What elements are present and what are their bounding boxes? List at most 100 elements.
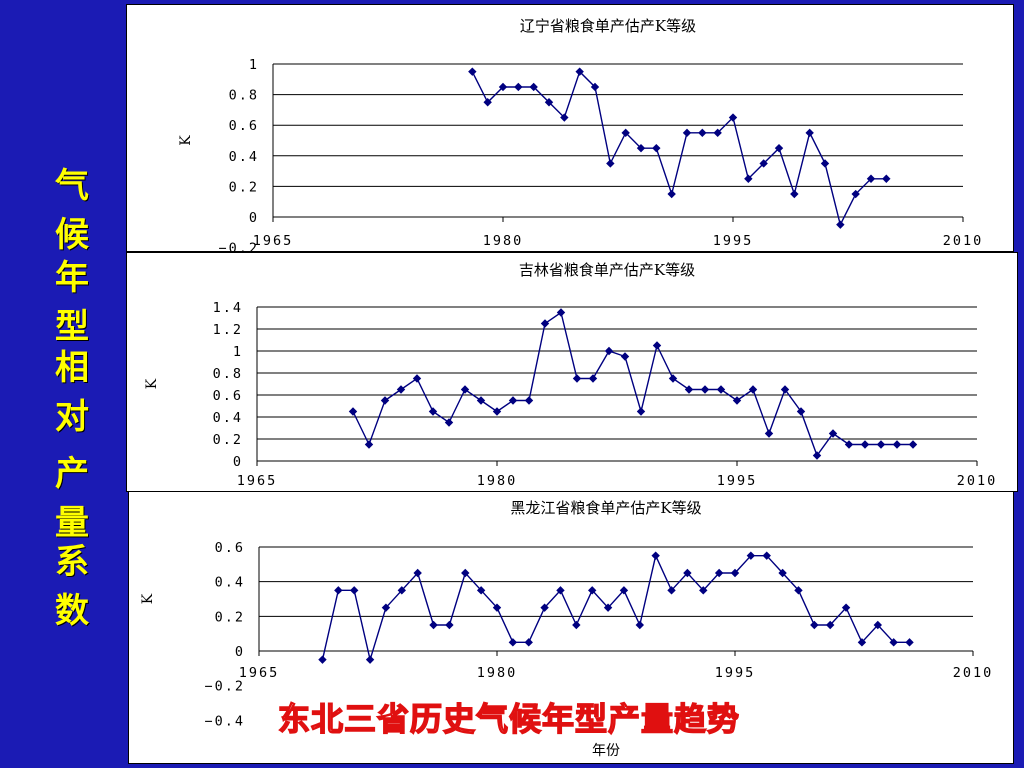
liaoning-data-point [652,143,661,153]
jilin-y-tick-label: 0.2 [213,432,243,448]
jilin-data-point [844,440,854,449]
heilongjiang-x-tick-label: 2010 [953,665,994,681]
jilin-data-point [892,440,902,449]
jilin-data-point [364,440,374,449]
jilin-data-point [764,429,774,438]
heilongjiang-y-axis-label: K [140,593,156,604]
liaoning-data-point [498,82,508,92]
liaoning-data-point [851,189,860,199]
liaoning-y-axis-label: K [178,135,194,146]
heilongjiang-data-point [572,620,581,630]
sidebar-line-3: 相对 [55,348,91,437]
jilin-y-axis-label: K [144,378,160,389]
jilin-data-point [828,429,838,438]
liaoning-data-point [468,67,477,76]
jilin-data-point [876,440,886,449]
liaoning-data-point [713,128,722,138]
heilongjiang-data-point [683,568,692,578]
jilin-data-point [748,385,758,394]
jilin-data-point [380,396,390,405]
heilongjiang-data-point [413,568,422,578]
jilin-chart-title: 吉林省粮食单产估产K等级 [519,261,695,279]
heilongjiang-y-tick-label: −0.2 [204,679,245,695]
heilongjiang-data-point [699,586,708,595]
liaoning-y-tick-label: −0.2 [218,241,259,251]
jilin-y-tick-label: 0.8 [213,366,243,382]
jilin-data-point [476,396,486,405]
heilongjiang-data-point [461,568,470,578]
liaoning-data-point [774,143,784,153]
liaoning-x-tick-label: 1965 [253,233,294,249]
liaoning-data-point [790,189,799,199]
liaoning-data-point [836,220,845,229]
jilin-data-point [716,385,726,394]
liaoning-data-point [606,159,615,168]
heilongjiang-data-point [508,638,518,647]
heilongjiang-data-point [714,568,724,578]
liaoning-data-point [544,98,554,107]
jilin-y-tick-label: 1 [233,344,243,360]
jilin-x-tick-label: 1965 [237,473,278,489]
heilongjiang-data-point [524,638,533,647]
heilongjiang-data-point [873,620,882,630]
heilongjiang-data-point [429,620,438,630]
heilongjiang-data-point [651,551,660,560]
jilin-data-point [796,407,806,416]
chart-panel-jilin: 吉林省粮食单产估产K等级 1.4 1.2 1 0.8 0.6 0.4 0.2 0 1965 1980… [126,252,1018,492]
heilongjiang-data-point [334,586,343,595]
heilongjiang-chart-title: 黑龙江省粮食单产估产K等级 [510,499,701,517]
chart-jilin: 吉林省粮食单产估产K等级 1.4 1.2 1 0.8 0.6 0.4 0.2 0 1965 1980… [144,261,998,489]
chart-panel-liaoning: 辽宁省粮食单产估产K等级 1 0.8 0.6 0.4 0.2 0 −0.2 1965 1980 19… [126,4,1014,252]
heilongjiang-data-point [778,568,787,578]
heilongjiang-data-point [365,655,375,664]
heilongjiang-series-line [321,553,910,663]
liaoning-data-point [698,128,707,138]
jilin-y-tick-label: 1.4 [213,300,243,316]
sidebar-line-5: 系数 [55,542,91,631]
liaoning-data-point [483,98,492,107]
heilongjiang-y-tick-label: 0.6 [215,540,245,556]
liaoning-y-tick-label: 0.2 [229,179,259,195]
sidebar-line-1: 气候 [55,166,91,255]
heilongjiang-y-tick-label: −0.4 [204,713,245,729]
jilin-data-point [780,385,790,394]
jilin-x-tick-label: 1980 [477,473,518,489]
heilongjiang-data-point [635,620,644,630]
jilin-y-tick-label: 0.6 [213,388,243,404]
jilin-x-tick-label: 2010 [957,473,998,489]
chart-heilongjiang: 黑龙江省粮食单产估产K等级 0.6 0.4 0.2 0 −0.2 −0.4 1965 1980 1… [140,499,994,759]
jilin-x-tick-label: 1995 [717,473,758,489]
jilin-data-point [812,451,822,460]
liaoning-data-point [744,174,753,183]
heilongjiang-data-point [762,551,771,560]
liaoning-y-tick-label: 1 [249,57,259,73]
jilin-data-point [444,418,454,427]
heilongjiang-data-point [810,620,819,630]
jilin-data-point [348,407,358,416]
heilongjiang-y-tick-label: 0 [235,644,245,660]
liaoning-data-point [728,113,738,122]
liaoning-y-tick-label: 0.8 [229,88,259,104]
heilongjiang-x-axis-label: 年份 [592,743,620,759]
jilin-data-point [908,440,918,449]
jilin-data-point [556,308,566,317]
jilin-data-point [700,385,710,394]
jilin-data-point [684,385,694,394]
jilin-data-point [860,440,870,449]
jilin-y-tick-label: 0 [233,454,243,470]
liaoning-data-point [514,82,523,92]
heilongjiang-x-tick-label: 1980 [477,665,518,681]
heilongjiang-data-point [556,586,565,595]
liaoning-chart-title: 辽宁省粮食单产估产K等级 [520,17,696,35]
liaoning-data-point [667,189,676,199]
jilin-data-point [412,374,422,383]
heilongjiang-data-point [826,620,835,630]
jilin-data-point [396,385,406,394]
jilin-data-point [524,396,534,405]
jilin-data-point [604,346,614,356]
jilin-data-point [460,385,470,394]
jilin-data-point [668,374,678,383]
liaoning-data-point [882,174,891,183]
